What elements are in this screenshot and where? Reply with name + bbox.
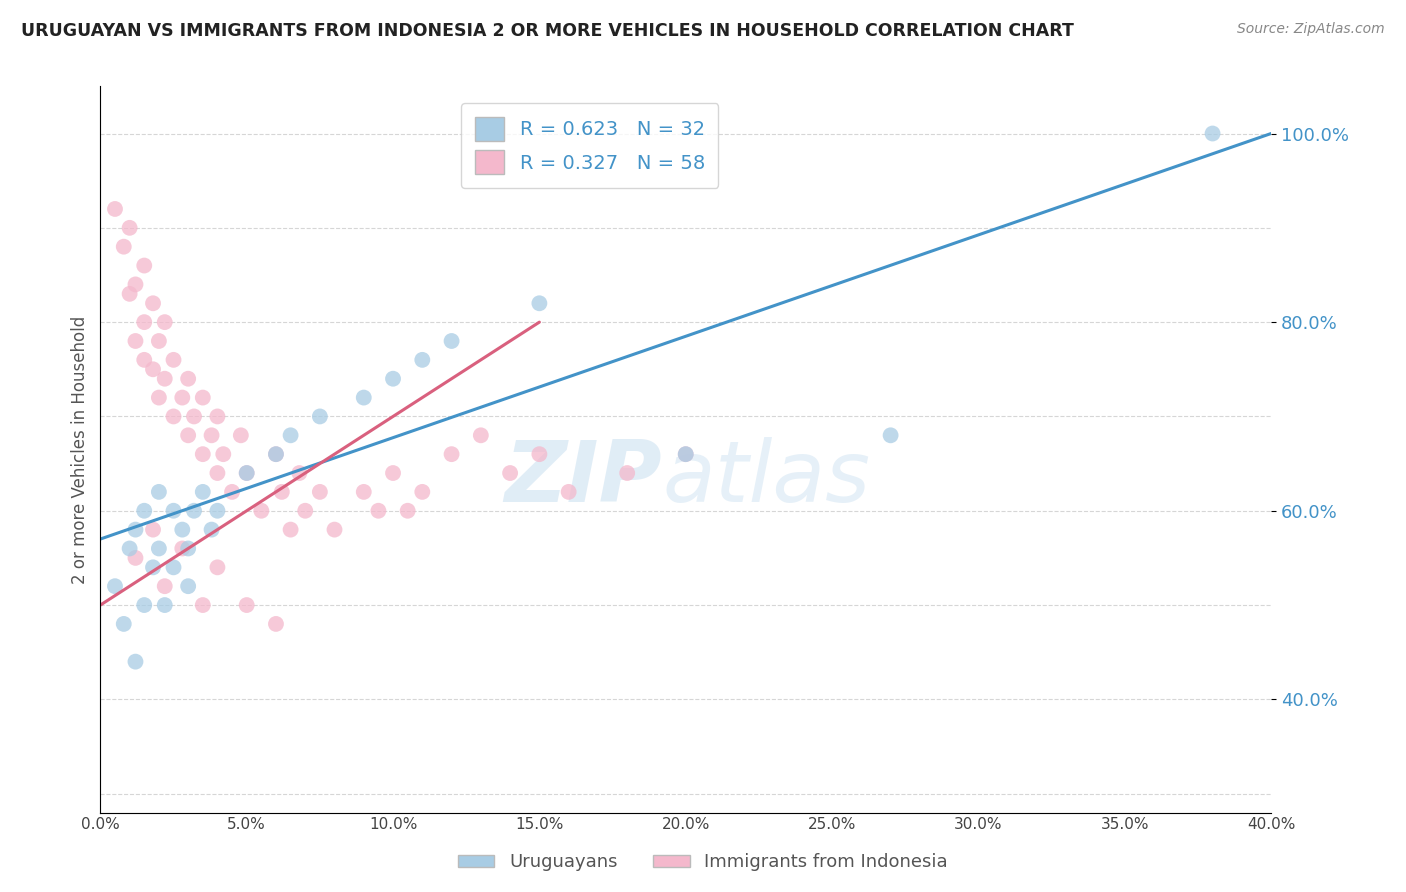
Point (221, 484, 243, 499)
Point (142, 296, 165, 310)
Point (200, 523, 222, 537)
Point (309, 409, 332, 424)
Point (529, 447, 551, 461)
Point (207, 504, 229, 518)
Point (162, 409, 184, 424)
Point (162, 560, 184, 574)
Point (191, 484, 214, 499)
Point (191, 598, 214, 612)
Point (177, 541, 200, 556)
Point (235, 466, 257, 480)
Point (191, 447, 214, 461)
Point (235, 466, 257, 480)
Point (411, 484, 433, 499)
Legend: Uruguayans, Immigrants from Indonesia: Uruguayans, Immigrants from Indonesia (451, 847, 955, 879)
Point (112, 616, 135, 631)
Point (177, 372, 200, 386)
Point (264, 447, 287, 461)
Y-axis label: 2 or more Vehicles in Household: 2 or more Vehicles in Household (72, 316, 89, 583)
Point (172, 523, 194, 537)
Point (118, 541, 141, 556)
Point (134, 315, 156, 329)
Point (124, 550, 146, 565)
Point (280, 523, 302, 537)
Point (104, 202, 127, 216)
Point (134, 504, 156, 518)
Point (235, 598, 257, 612)
Point (309, 484, 332, 499)
Point (499, 466, 522, 480)
Point (1201, 127, 1223, 141)
Text: URUGUAYAN VS IMMIGRANTS FROM INDONESIA 2 OR MORE VEHICLES IN HOUSEHOLD CORRELATI: URUGUAYAN VS IMMIGRANTS FROM INDONESIA 2… (21, 22, 1074, 40)
Point (675, 447, 697, 461)
Point (162, 352, 184, 367)
Point (294, 504, 316, 518)
Point (134, 259, 156, 273)
Point (124, 523, 146, 537)
Point (616, 466, 638, 480)
Point (382, 372, 405, 386)
Point (470, 428, 492, 442)
Point (212, 447, 235, 461)
Point (134, 352, 156, 367)
Point (142, 523, 165, 537)
Point (411, 352, 433, 367)
Point (142, 362, 165, 376)
Point (440, 447, 463, 461)
Point (280, 428, 302, 442)
Text: ZIP: ZIP (505, 437, 662, 520)
Point (183, 504, 205, 518)
Point (172, 541, 194, 556)
Point (124, 334, 146, 348)
Point (440, 334, 463, 348)
Point (207, 560, 229, 574)
Point (153, 579, 176, 593)
Point (229, 428, 252, 442)
Point (323, 523, 346, 537)
Point (118, 220, 141, 235)
Point (675, 447, 697, 461)
Point (162, 504, 184, 518)
Point (250, 504, 273, 518)
Point (207, 409, 229, 424)
Point (148, 391, 170, 405)
Point (270, 484, 292, 499)
Legend: R = 0.623   N = 32, R = 0.327   N = 58: R = 0.623 N = 32, R = 0.327 N = 58 (461, 103, 718, 187)
Point (177, 428, 200, 442)
Text: Source: ZipAtlas.com: Source: ZipAtlas.com (1237, 22, 1385, 37)
Point (153, 372, 176, 386)
Point (153, 315, 176, 329)
Text: atlas: atlas (662, 437, 870, 520)
Point (183, 409, 205, 424)
Point (557, 484, 579, 499)
Point (353, 484, 375, 499)
Point (264, 447, 287, 461)
Point (142, 560, 165, 574)
Point (153, 598, 176, 612)
Point (191, 391, 214, 405)
Point (112, 240, 135, 254)
Point (353, 391, 375, 405)
Point (367, 504, 389, 518)
Point (200, 428, 222, 442)
Point (396, 504, 419, 518)
Point (124, 655, 146, 669)
Point (148, 334, 170, 348)
Point (264, 616, 287, 631)
Point (118, 286, 141, 301)
Point (124, 277, 146, 292)
Point (148, 484, 170, 499)
Point (207, 466, 229, 480)
Point (288, 466, 311, 480)
Point (879, 428, 901, 442)
Point (148, 541, 170, 556)
Point (134, 598, 156, 612)
Point (177, 579, 200, 593)
Point (529, 296, 551, 310)
Point (104, 579, 127, 593)
Point (382, 466, 405, 480)
Point (172, 391, 194, 405)
